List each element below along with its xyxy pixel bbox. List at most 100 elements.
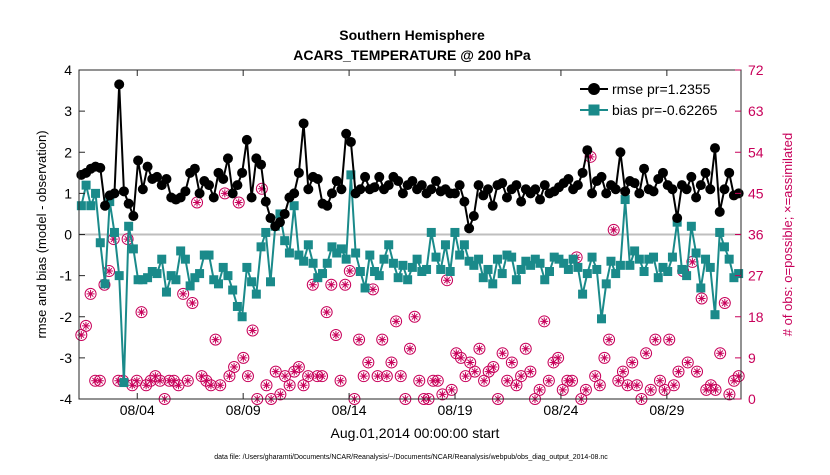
assimilated-point xyxy=(642,349,651,358)
rmse-point xyxy=(180,186,191,197)
possible-point xyxy=(181,374,194,387)
assimilated-point xyxy=(202,376,211,385)
assimilated-point xyxy=(193,198,202,207)
bias-point xyxy=(237,312,247,322)
assimilated-point xyxy=(447,385,456,394)
assimilated-point xyxy=(336,376,345,385)
bias-point xyxy=(478,273,488,283)
assimilated-point xyxy=(665,335,674,344)
assimilated-point xyxy=(452,349,461,358)
assimilated-point xyxy=(151,372,160,381)
bias-point xyxy=(299,256,309,266)
x-tick-label: 08/29 xyxy=(649,402,684,418)
bias-point xyxy=(100,279,110,289)
possible-point xyxy=(663,333,676,346)
assimilated-point xyxy=(720,299,729,308)
bias-point xyxy=(370,267,380,277)
possible-point xyxy=(292,361,305,374)
possible-point xyxy=(232,196,245,209)
assimilated-point xyxy=(396,372,405,381)
possible-point xyxy=(357,370,370,383)
legend-rmse-label: rmse pr=1.2355 xyxy=(612,81,711,97)
possible-point xyxy=(704,379,717,392)
rmse-point xyxy=(279,208,290,219)
bias-point xyxy=(313,273,323,283)
rmse-point xyxy=(620,186,631,197)
y-tick-label-right: 27 xyxy=(748,268,764,284)
assimilated-point xyxy=(368,285,377,294)
rmse-layer xyxy=(76,79,744,234)
rmse-point xyxy=(95,162,106,173)
assimilated-point xyxy=(415,376,424,385)
assimilated-point xyxy=(234,198,243,207)
assimilated-point xyxy=(169,376,178,385)
bias-point xyxy=(563,264,573,274)
assimilated-point xyxy=(563,376,572,385)
y-tick-label-left: -2 xyxy=(60,309,73,325)
rmse-point xyxy=(709,143,720,154)
rmse-point xyxy=(695,180,706,191)
bias-point xyxy=(511,275,521,285)
rmse-point xyxy=(431,176,442,187)
rmse-point xyxy=(672,213,683,224)
bias-point xyxy=(289,201,299,211)
assimilated-point xyxy=(605,335,614,344)
bias-point xyxy=(209,275,219,285)
bias-point xyxy=(166,271,176,281)
possible-point xyxy=(394,370,407,383)
bias-point xyxy=(95,238,105,248)
rmse-point xyxy=(355,184,366,195)
rmse-point xyxy=(118,186,129,197)
rmse-point xyxy=(426,184,437,195)
bias-point xyxy=(266,277,276,287)
y-tick-label-right: 72 xyxy=(748,62,764,78)
rmse-point xyxy=(227,188,238,199)
bias-point xyxy=(336,244,346,254)
bias-point xyxy=(686,221,696,231)
assimilated-point xyxy=(725,390,734,399)
possible-point xyxy=(542,374,555,387)
assimilated-point xyxy=(355,335,364,344)
assimilated-point xyxy=(688,257,697,266)
bias-point xyxy=(615,260,625,270)
assimilated-point xyxy=(378,335,387,344)
bias-point xyxy=(180,254,190,264)
assimilated-point xyxy=(318,372,327,381)
possible-point xyxy=(547,356,560,369)
assimilated-point xyxy=(406,344,414,353)
possible-point xyxy=(209,333,222,346)
assimilated-point xyxy=(327,280,336,289)
assimilated-point xyxy=(429,376,438,385)
assimilated-point xyxy=(137,308,146,317)
bias-point xyxy=(559,258,569,268)
assimilated-point xyxy=(595,381,604,390)
chart-subtitle: ACARS_TEMPERATURE @ 200 hPa xyxy=(293,47,531,63)
rmse-point xyxy=(473,180,484,191)
possible-point xyxy=(640,347,653,360)
assimilated-point xyxy=(535,385,544,394)
bias-point xyxy=(242,262,252,272)
bias-point xyxy=(535,258,545,268)
possible-point xyxy=(306,278,319,291)
bias-point xyxy=(578,289,588,299)
bias-point xyxy=(365,250,375,260)
assimilated-point xyxy=(285,381,294,390)
possible-point xyxy=(246,324,259,337)
possible-point xyxy=(140,379,153,392)
assimilated-point xyxy=(568,376,577,385)
bias-point xyxy=(190,273,200,283)
bias-point xyxy=(488,279,498,289)
bias-point xyxy=(280,236,290,246)
rmse-point xyxy=(596,171,607,182)
rmse-point xyxy=(464,223,475,234)
possible-point xyxy=(579,383,592,396)
legend-rmse-marker xyxy=(588,83,600,95)
bias-point xyxy=(445,267,455,277)
possible-point xyxy=(255,182,268,195)
bias-point xyxy=(398,260,408,270)
assimilated-point xyxy=(345,267,354,276)
rmse-point xyxy=(657,167,668,178)
bias-point xyxy=(667,252,677,262)
bias-point xyxy=(497,269,507,279)
rmse-point xyxy=(246,192,257,203)
